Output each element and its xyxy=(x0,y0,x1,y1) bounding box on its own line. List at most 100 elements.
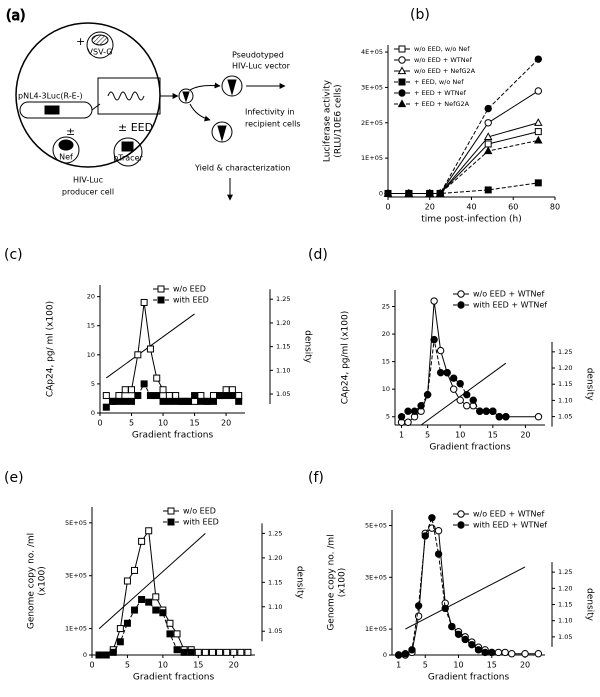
legend-marker xyxy=(398,78,406,86)
y-tick-label: 10 xyxy=(382,385,390,393)
data-point xyxy=(394,651,403,659)
data-point xyxy=(434,550,443,558)
data-point xyxy=(483,132,493,141)
y-tick-label: 10 xyxy=(87,351,95,359)
data-point xyxy=(173,630,181,638)
data-point xyxy=(145,598,153,606)
y2-tick-label: 1.05 xyxy=(276,390,290,398)
series-line xyxy=(99,598,192,656)
legend-marker xyxy=(398,89,406,97)
data-point xyxy=(173,646,181,654)
eed-gene xyxy=(121,141,134,152)
label: VSV-G xyxy=(88,48,113,57)
y-tick-label: 0 xyxy=(383,651,387,659)
data-point xyxy=(404,407,412,415)
data-point xyxy=(159,386,167,394)
panel-label: (c) xyxy=(4,247,23,263)
y-tick-label: 1E+05 xyxy=(361,154,383,162)
x-tick-label: 15 xyxy=(487,661,497,670)
data-point xyxy=(128,397,136,405)
x-tick-label: 5 xyxy=(425,431,430,440)
data-point xyxy=(140,298,148,306)
y2-tick-label: 1.25 xyxy=(558,568,572,576)
y-tick-label: 0 xyxy=(91,409,95,417)
core xyxy=(217,125,227,142)
data-point xyxy=(166,630,174,638)
legend-label: w/o EED xyxy=(183,507,216,516)
data-point xyxy=(102,392,110,400)
data-point xyxy=(172,397,180,405)
data-point xyxy=(397,413,406,421)
legend-marker xyxy=(397,99,407,108)
data-point xyxy=(404,418,412,426)
y2-tick-label: 1.05 xyxy=(558,633,572,641)
arrow xyxy=(91,103,101,111)
y2-tick-label: 1.20 xyxy=(276,319,290,327)
panel-label: (e) xyxy=(4,470,24,486)
y2-tick-label: 1.25 xyxy=(268,529,282,537)
series-line xyxy=(398,515,492,656)
panel-label: (b) xyxy=(410,7,430,23)
data-point xyxy=(109,648,117,656)
data-point xyxy=(534,55,542,63)
x-tick-label: 15 xyxy=(189,419,199,428)
legend-label: w/o EED + WTNef xyxy=(473,290,544,299)
x-tick-label: 10 xyxy=(453,661,463,670)
legend-label: with EED xyxy=(173,296,209,305)
data-point xyxy=(197,397,205,405)
label: producer cell xyxy=(62,188,114,197)
x-tick-label: 20 xyxy=(221,419,231,428)
legend-label: + EED + WTNef xyxy=(414,89,467,97)
data-point xyxy=(178,397,186,405)
y2-tick-label: 1.05 xyxy=(558,413,572,421)
data-point xyxy=(463,390,471,399)
coil xyxy=(107,91,145,101)
data-point xyxy=(484,186,492,194)
data-point xyxy=(521,650,529,658)
x-tick-label: 15 xyxy=(193,661,203,670)
data-point xyxy=(482,407,491,415)
data-point xyxy=(383,188,393,197)
data-point xyxy=(138,537,146,545)
legend-label: w/o EED xyxy=(173,285,206,294)
data-point xyxy=(191,392,199,400)
data-point xyxy=(128,386,136,394)
data-point xyxy=(153,392,161,400)
y2-tick-label: 1.20 xyxy=(268,554,282,562)
data-point xyxy=(138,596,146,603)
y-tick-label: 3E+05 xyxy=(365,573,387,581)
data-point xyxy=(404,188,414,197)
legend-label: + EED + NefG2A xyxy=(414,100,470,108)
series-line xyxy=(388,122,539,194)
y-tick-label: 2E+05 xyxy=(361,119,383,127)
data-point xyxy=(165,397,173,405)
series-line xyxy=(99,529,248,656)
y2-tick-label: 1.10 xyxy=(558,617,572,625)
data-point xyxy=(421,532,429,540)
y-tick-label: 5E+05 xyxy=(65,519,87,527)
data-point xyxy=(146,345,154,353)
data-point xyxy=(401,650,410,658)
legend-label: with EED + WTNef xyxy=(473,301,547,310)
x-tick-label: 10 xyxy=(158,419,168,428)
arrow xyxy=(189,103,211,122)
x-tick-label: 60 xyxy=(508,203,518,212)
y-tick-label: 5 xyxy=(91,380,95,388)
data-point xyxy=(454,630,463,638)
data-point xyxy=(456,396,464,404)
label: ± xyxy=(66,125,75,138)
y-tick-label: 4E+05 xyxy=(361,48,383,56)
data-point xyxy=(436,346,445,355)
nef-plasmid xyxy=(52,136,80,164)
tracer-plasmid xyxy=(113,137,143,167)
label: recipient cells xyxy=(245,120,301,129)
legend-label: with EED xyxy=(183,518,219,527)
legend-marker xyxy=(157,296,165,304)
y-tick-label: 5E+05 xyxy=(365,522,387,530)
data-point xyxy=(209,397,217,405)
y2-axis-label: density xyxy=(295,566,305,600)
y2-tick-label: 1.25 xyxy=(276,295,290,303)
x-tick-label: 10 xyxy=(158,661,168,670)
data-point xyxy=(230,648,238,656)
